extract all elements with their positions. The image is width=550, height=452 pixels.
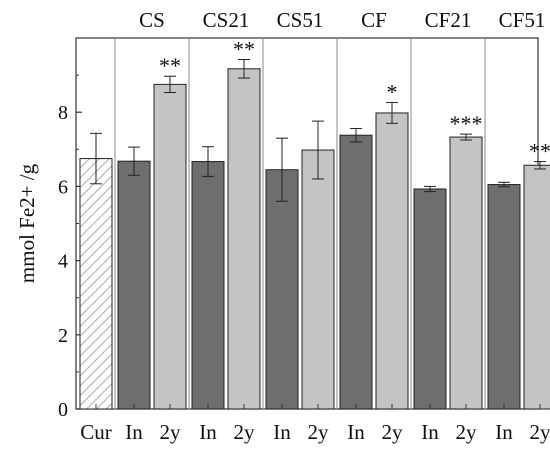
- group-label: CS21: [203, 8, 250, 32]
- y-tick-label: 6: [58, 176, 68, 198]
- bar-cs21-2y: [227, 68, 261, 410]
- significance-marker: ***: [450, 111, 483, 136]
- group-label: CF51: [499, 8, 546, 32]
- bar-cs51-2y: [301, 149, 335, 410]
- x-tick-label: In: [421, 420, 439, 444]
- bar-cf51-in: [487, 184, 521, 410]
- x-tick-label: 2y: [382, 420, 404, 444]
- y-axis-label: mmol Fe2+ /g: [15, 163, 39, 283]
- significance-marker: *: [387, 80, 398, 105]
- bar-cf-in: [339, 134, 373, 410]
- significance-marker: **: [233, 37, 255, 62]
- x-tick-label: In: [199, 420, 217, 444]
- bar-cf21-in: [413, 188, 447, 410]
- bar-cs-2y: [153, 83, 187, 410]
- x-tick-label: In: [347, 420, 365, 444]
- group-label: CF21: [425, 8, 472, 32]
- x-tick-label: Cur: [80, 420, 112, 444]
- x-tick-label: In: [273, 420, 291, 444]
- bar-cf-2y: [375, 112, 409, 410]
- y-tick-label: 2: [58, 325, 68, 347]
- group-label: CS51: [277, 8, 324, 32]
- bar-cs51-in: [265, 169, 299, 410]
- significance-marker: **: [159, 53, 181, 78]
- group-label: CS: [139, 8, 165, 32]
- x-tick-label: 2y: [456, 420, 478, 444]
- y-tick-label: 0: [58, 399, 68, 421]
- x-tick-label: In: [495, 420, 513, 444]
- y-tick-label: 4: [58, 251, 68, 273]
- x-tick-label: 2y: [160, 420, 182, 444]
- significance-marker: **: [529, 139, 550, 164]
- bar-cs21-in: [191, 161, 225, 410]
- x-tick-label: 2y: [234, 420, 256, 444]
- bar-cf51-2y: [523, 164, 550, 410]
- bar-cur-cur: [79, 158, 113, 410]
- x-tick-label: 2y: [530, 420, 550, 444]
- bar-cf21-2y: [449, 136, 483, 410]
- plot-area: 0 2 4 6 8 mmol Fe2+ /g Cur In ** 2y CS In ** 2y CS21 In…: [15, 8, 550, 444]
- x-tick-label: 2y: [308, 420, 330, 444]
- y-tick-label: 8: [58, 102, 68, 124]
- group-label: CF: [361, 8, 387, 32]
- bar-cs-in: [117, 160, 151, 410]
- x-tick-label: In: [125, 420, 143, 444]
